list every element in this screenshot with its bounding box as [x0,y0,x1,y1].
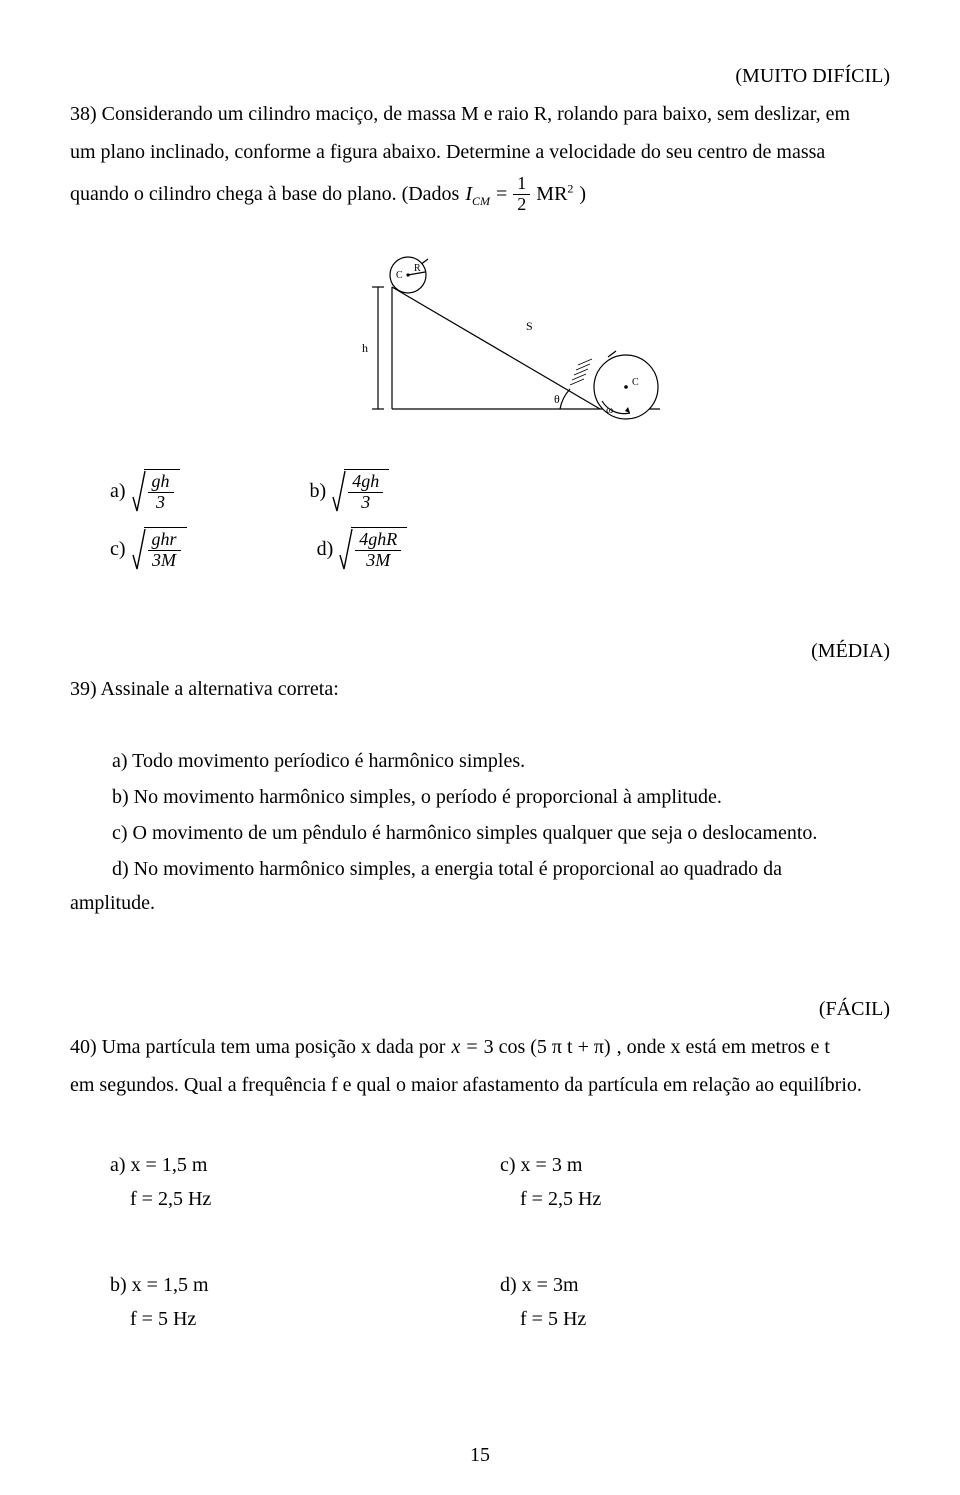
q40-difficulty: (FÁCIL) [70,993,890,1025]
svg-text:R: R [414,263,421,274]
q38-half: 1 2 [513,174,530,215]
q40-opts-bd: b) x = 1,5 m f = 5 Hz d) x = 3m f = 5 Hz [110,1267,890,1337]
opt-c-den: 3M [148,551,180,571]
q38-icm: ICM [465,178,490,211]
q40-eq-body: 3 cos (5 π t + π) [484,1031,611,1063]
svg-text:S: S [526,319,533,333]
q40-opt-c1: c) x = 3 m [500,1149,890,1181]
opt-d-num: 4ghR [355,530,401,551]
half-den: 2 [513,195,530,215]
incline-diagram-svg: hSθCRCω [300,239,660,439]
opt-d-label: d) [317,533,334,565]
q38-mr2: MR2 [536,178,573,210]
q38-text-line1: 38) Considerando um cilindro maciço, de … [70,98,890,130]
q39-stem: 39) Assinale a alternativa correta: [70,673,890,705]
icm-i: I [465,183,472,205]
q38-text-line3: quando o cilindro chega à base do plano.… [70,174,890,215]
q40-eq-var: x [451,1031,460,1063]
opt-c-label: c) [110,533,126,565]
mr2-exp: 2 [567,182,573,196]
svg-text:C: C [396,270,403,281]
opt-d-den: 3M [362,551,394,571]
q38-text-line2: um plano inclinado, conforme a figura ab… [70,136,890,168]
sqrt-a: gh 3 [132,469,180,513]
q39-opt-a: a) Todo movimento períodico é harmônico … [112,745,890,777]
mr2-m: MR [536,183,567,205]
icm-sub: CM [472,194,490,208]
q40-opt-d2: f = 5 Hz [500,1303,890,1335]
q39-opt-b: b) No movimento harmônico simples, o per… [112,781,890,813]
opt-b-num: 4gh [348,472,383,493]
q40-opt-b1: b) x = 1,5 m [110,1269,500,1301]
q38-row-ab: a) gh 3 b) 4gh 3 [110,469,890,513]
q38-line3-suffix: ) [579,178,586,210]
q40-opt-a2: f = 2,5 Hz [110,1183,500,1215]
q40-opt-b2: f = 5 Hz [110,1303,500,1335]
q40-opt-c2: f = 2,5 Hz [500,1183,890,1215]
q39-options: a) Todo movimento períodico é harmônico … [112,745,890,885]
svg-text:C: C [632,377,639,388]
q40-opts-ac: a) x = 1,5 m f = 2,5 Hz c) x = 3 m f = 2… [110,1147,890,1217]
svg-text:h: h [362,341,368,355]
sqrt-b: 4gh 3 [332,469,389,513]
opt-a-den: 3 [152,493,169,513]
q40-line2: em segundos. Qual a frequência f e qual … [70,1069,890,1101]
q39-opt-d-line2: amplitude. [70,887,890,919]
q39-difficulty: (MÉDIA) [70,635,890,667]
q38-opt-a: a) gh 3 [110,469,180,513]
q38-diagram: hSθCRCω [70,239,890,439]
q38-opt-d: d) 4ghR 3M [317,527,408,571]
q39-opt-c: c) O movimento de um pêndulo é harmônico… [112,817,890,849]
sqrt-d: 4ghR 3M [339,527,407,571]
q38-opt-b: b) 4gh 3 [310,469,390,513]
q40-line1-suffix: , onde x está em metros e t [617,1031,830,1063]
q40-line1: 40) Uma partícula tem uma posição x dada… [70,1031,890,1063]
q38-opt-c: c) ghr 3M [110,527,187,571]
page-number: 15 [0,1439,960,1471]
opt-b-den: 3 [357,493,374,513]
q40-opt-d1: d) x = 3m [500,1269,890,1301]
q40-line1-prefix: 40) Uma partícula tem uma posição x dada… [70,1031,445,1063]
opt-a-label: a) [110,475,126,507]
sqrt-c: ghr 3M [132,527,187,571]
q38-line3-prefix: quando o cilindro chega à base do plano.… [70,178,459,210]
svg-text:ω: ω [606,404,613,416]
q40-opt-a1: a) x = 1,5 m [110,1149,500,1181]
half-num: 1 [513,174,530,195]
q39-opt-d-line1: d) No movimento harmônico simples, a ene… [112,853,890,885]
q38-equals: = [496,178,507,210]
opt-c-num: ghr [148,530,181,551]
opt-a-num: gh [148,472,174,493]
q38-difficulty: (MUITO DIFÍCIL) [70,60,890,92]
q38-row-cd: c) ghr 3M d) 4ghR 3M [110,527,890,571]
opt-b-label: b) [310,475,327,507]
svg-text:θ: θ [554,392,560,406]
q40-eq-eq: = [466,1031,477,1063]
